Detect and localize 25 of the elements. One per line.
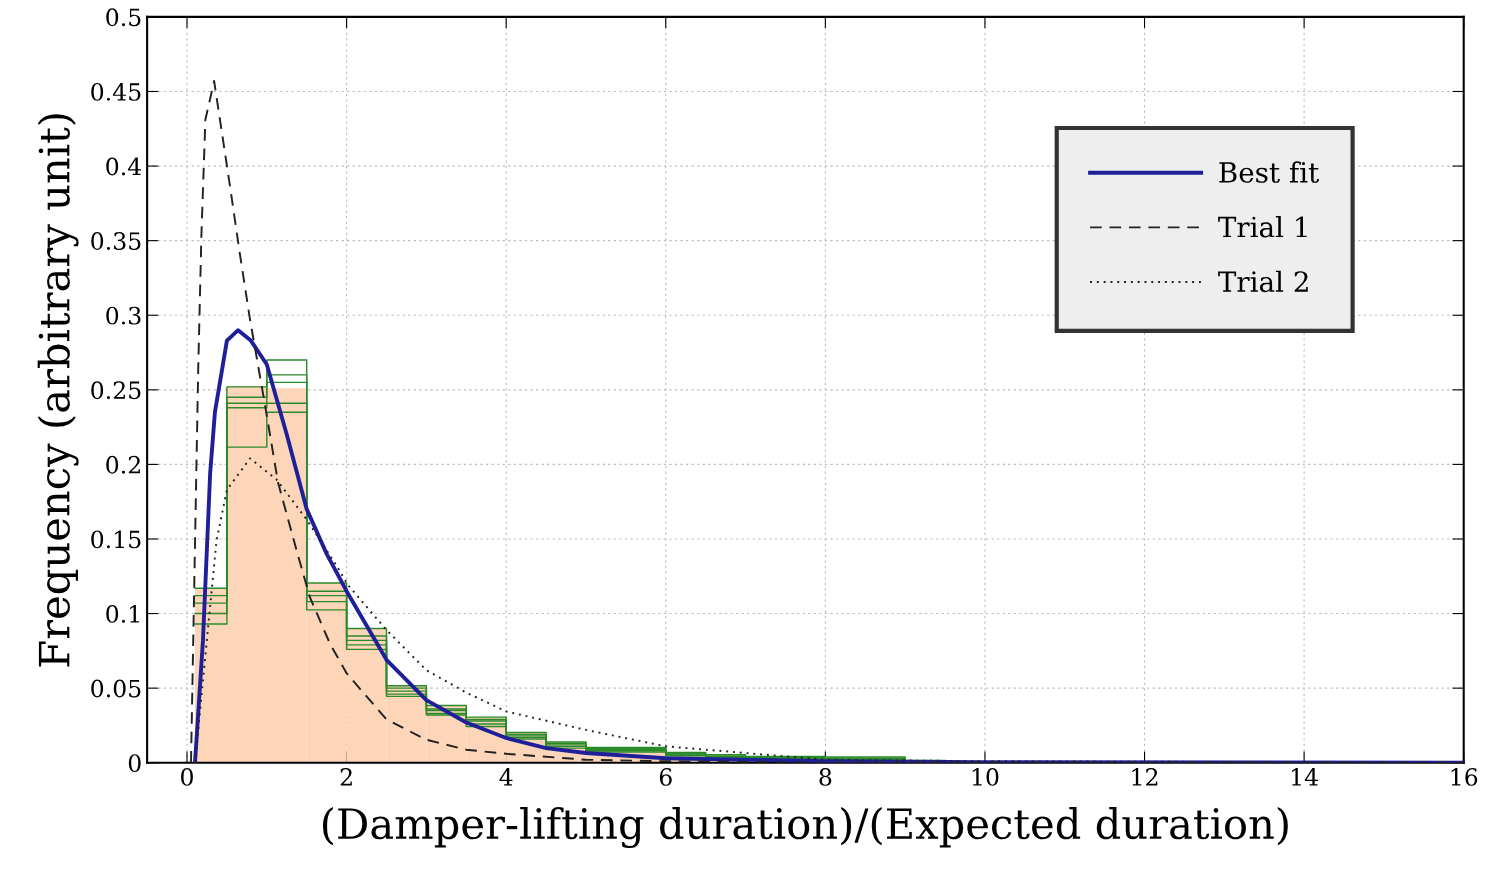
x-tick-label: 16 (1451, 768, 1478, 786)
x-tick-label: 14 (1291, 768, 1318, 786)
x-tick-label: 2 (340, 768, 352, 786)
y-tick-label: 0.05 (91, 679, 141, 698)
x-tick-label: 0 (181, 768, 193, 786)
y-tick-label: 0.45 (91, 82, 141, 101)
y-tick-label: 0.15 (91, 530, 141, 549)
x-tick-label: 12 (1132, 768, 1158, 786)
y-tick-label: 0 (128, 754, 141, 773)
x-tick-label: 4 (499, 768, 513, 786)
x-axis-title: (Damper-lifting duration)/(Expected duration) (322, 807, 1288, 849)
legend-label: Best fit (1219, 161, 1320, 183)
y-tick-label: 0.2 (106, 455, 140, 474)
legend-label: Trial 2 (1218, 270, 1308, 293)
y-tick-label: 0.5 (106, 8, 141, 27)
x-tick-label: 10 (972, 768, 999, 786)
y-tick-label: 0.35 (91, 232, 141, 250)
y-tick-label: 0.1 (106, 605, 139, 623)
x-tick-label: 8 (819, 768, 832, 786)
y-tick-label: 0.25 (91, 381, 141, 400)
y-tick-label: 0.3 (106, 306, 141, 325)
legend-label: Trial 1 (1218, 216, 1307, 238)
x-tick-label: 6 (659, 768, 672, 786)
y-axis-title: Frequency (arbitrary unit) (37, 114, 79, 667)
y-tick-label: 0.4 (106, 157, 142, 176)
